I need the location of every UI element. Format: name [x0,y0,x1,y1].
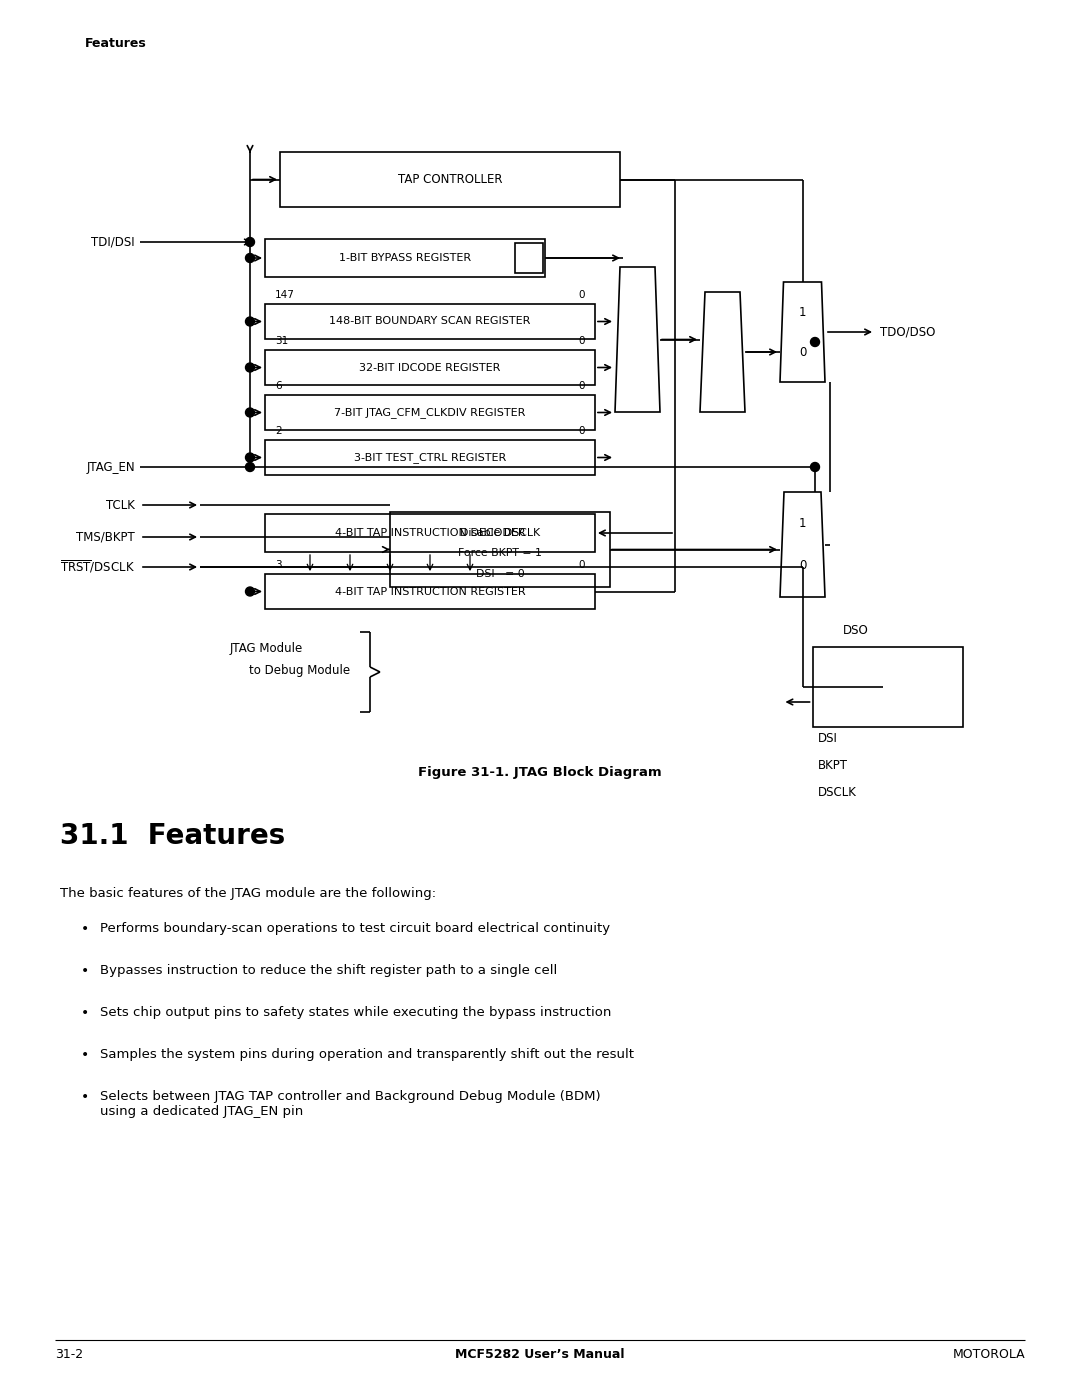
Text: TDI/DSI: TDI/DSI [92,236,135,249]
Circle shape [245,462,255,472]
Text: Figure 31-1. JTAG Block Diagram: Figure 31-1. JTAG Block Diagram [418,766,662,778]
Text: 0: 0 [579,426,585,436]
Text: 7-BIT JTAG_CFM_CLKDIV REGISTER: 7-BIT JTAG_CFM_CLKDIV REGISTER [335,407,526,418]
Circle shape [245,453,255,462]
Text: Bypasses instruction to reduce the shift register path to a single cell: Bypasses instruction to reduce the shift… [100,964,557,977]
Text: 31-2: 31-2 [55,1348,83,1362]
Text: 0: 0 [579,381,585,391]
Text: 4-BIT TAP INSTRUCTION REGISTER: 4-BIT TAP INSTRUCTION REGISTER [335,587,525,597]
Text: 1: 1 [799,306,807,319]
Text: 6: 6 [275,381,282,391]
Text: TAP CONTROLLER: TAP CONTROLLER [397,173,502,186]
Text: Disable DSCLK: Disable DSCLK [460,528,540,538]
Circle shape [245,237,255,246]
Text: 148-BIT BOUNDARY SCAN REGISTER: 148-BIT BOUNDARY SCAN REGISTER [329,317,530,327]
Text: 4-BIT TAP INSTRUCTION DECODER: 4-BIT TAP INSTRUCTION DECODER [335,528,525,538]
Text: 0: 0 [799,345,806,359]
Text: 3: 3 [275,560,282,570]
Text: 147: 147 [275,291,295,300]
Text: 32-BIT IDCODE REGISTER: 32-BIT IDCODE REGISTER [360,362,501,373]
Text: DSO: DSO [842,624,868,637]
Text: •: • [81,1048,90,1062]
Text: MCF5282 User’s Manual: MCF5282 User’s Manual [456,1348,624,1362]
Text: JTAG Module: JTAG Module [230,643,303,655]
Text: 2: 2 [275,426,282,436]
Circle shape [245,253,255,263]
Text: Features: Features [85,36,147,50]
Text: DSCLK: DSCLK [818,787,856,799]
Text: •: • [81,1090,90,1104]
Text: Sets chip output pins to safety states while executing the bypass instruction: Sets chip output pins to safety states w… [100,1006,611,1018]
Text: MOTOROLA: MOTOROLA [953,1348,1025,1362]
Text: Force BKPT = 1: Force BKPT = 1 [458,548,542,559]
Text: to Debug Module: to Debug Module [248,664,350,676]
Circle shape [245,363,255,372]
Text: 1: 1 [799,517,807,529]
Text: •: • [81,964,90,978]
Text: $\overline{\mathrm{TRST}}$/DSCLK: $\overline{\mathrm{TRST}}$/DSCLK [59,559,135,576]
Text: TCLK: TCLK [106,499,135,511]
Text: The basic features of the JTAG module are the following:: The basic features of the JTAG module ar… [60,887,436,900]
Text: 0: 0 [579,291,585,300]
Text: Samples the system pins during operation and transparently shift out the result: Samples the system pins during operation… [100,1048,634,1060]
Text: •: • [81,922,90,936]
Text: 31.1  Features: 31.1 Features [60,821,285,849]
Text: 3-BIT TEST_CTRL REGISTER: 3-BIT TEST_CTRL REGISTER [354,453,507,462]
Text: •: • [81,1006,90,1020]
Text: JTAG_EN: JTAG_EN [86,461,135,474]
Circle shape [245,587,255,597]
Text: BKPT: BKPT [818,759,848,773]
Text: 0: 0 [579,337,585,346]
Circle shape [245,408,255,416]
Circle shape [810,338,820,346]
Text: 1-BIT BYPASS REGISTER: 1-BIT BYPASS REGISTER [339,253,471,263]
Text: TMS/BKPT: TMS/BKPT [77,531,135,543]
Text: DSI   = 0: DSI = 0 [475,569,525,578]
Text: 31: 31 [275,337,288,346]
Text: 0: 0 [579,560,585,570]
Circle shape [245,317,255,326]
Text: DSI: DSI [818,732,837,745]
Text: Selects between JTAG TAP controller and Background Debug Module (BDM)
using a de: Selects between JTAG TAP controller and … [100,1090,600,1118]
Text: Performs boundary-scan operations to test circuit board electrical continuity: Performs boundary-scan operations to tes… [100,922,610,935]
Text: 0: 0 [799,559,806,571]
Text: TDO/DSO: TDO/DSO [880,326,935,338]
Circle shape [810,462,820,472]
